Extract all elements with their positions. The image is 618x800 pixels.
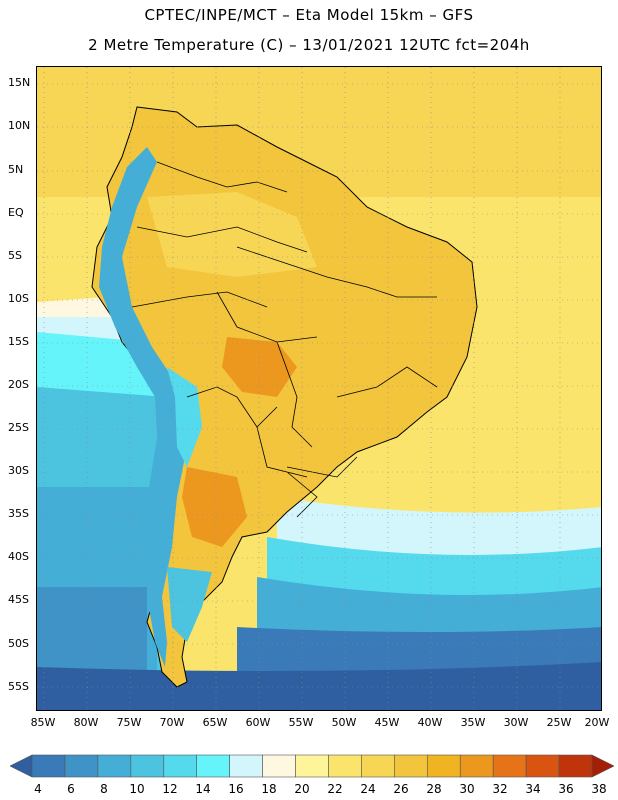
andes-cyan-edge [167,367,202,467]
lon-label-70w: 70W [159,716,185,729]
andes-cold-strip [99,147,187,667]
colorbar-label-26: 26 [393,782,409,796]
colorbar-swatch [97,754,132,778]
colorbar-label-28: 28 [426,782,442,796]
lat-label-30s: 30S [8,464,29,477]
lon-label-50w: 50W [331,716,357,729]
colorbar-label-22: 22 [327,782,343,796]
temperature-colorbar [10,754,614,778]
land-hot-zone-south [182,467,247,547]
lon-label-75w: 75W [116,716,142,729]
colorbar-arrow-high [591,754,614,778]
colorbar-swatch [492,754,527,778]
lon-label-55w: 55W [288,716,314,729]
lon-label-80w: 80W [73,716,99,729]
colorbar-swatch [459,754,494,778]
colorbar-label-4: 4 [34,782,42,796]
colorbar-label-24: 24 [360,782,376,796]
colorbar-swatch [361,754,395,778]
lon-label-85w: 85W [30,716,56,729]
lon-label-30w: 30W [503,716,529,729]
land-hot-zone [222,337,297,397]
lat-label-50s: 50S [8,637,29,650]
colorbar-swatch [31,754,66,778]
colorbar-label-10: 10 [129,782,145,796]
lat-label-15n: 15N [8,76,31,89]
lon-label-25w: 25W [546,716,572,729]
lat-label-55s: 55S [8,680,29,693]
lat-label-5n: 5N [8,163,24,176]
lat-label-eq: EQ [8,206,24,219]
colorbar-swatch [229,754,263,778]
colorbar-label-30: 30 [459,782,475,796]
map-title-line1: CPTEC/INPE/MCT – Eta Model 15km – GFS [144,6,474,24]
temperature-map [37,67,601,710]
colorbar-swatch [130,754,165,778]
lat-label-35s: 35S [8,507,29,520]
colorbar-swatch [328,754,362,778]
lat-label-10s: 10S [8,292,29,305]
lat-label-5s: 5S [8,249,22,262]
colorbar-swatch [295,754,329,778]
colorbar-label-32: 32 [492,782,508,796]
lon-label-35w: 35W [460,716,486,729]
colorbar-label-14: 14 [195,782,211,796]
colorbar-swatch [394,754,428,778]
lat-label-15s: 15S [8,335,29,348]
lat-label-10n: 10N [8,119,31,132]
lon-label-65w: 65W [202,716,228,729]
lat-label-45s: 45S [8,593,29,606]
colorbar-swatch [262,754,296,778]
colorbar-label-18: 18 [261,782,277,796]
lon-label-40w: 40W [417,716,443,729]
colorbar-label-8: 8 [100,782,108,796]
lat-label-20s: 20S [8,378,29,391]
lon-label-60w: 60W [245,716,271,729]
lat-label-25s: 25S [8,421,29,434]
patagonia-cool-zone [167,567,212,642]
land-warm-north [147,192,317,277]
colorbar-label-20: 20 [294,782,310,796]
colorbar-swatch [525,754,560,778]
colorbar-swatch [196,754,230,778]
colorbar-label-12: 12 [162,782,178,796]
colorbar-label-34: 34 [525,782,541,796]
map-panel [36,66,602,711]
lat-label-40s: 40S [8,550,29,563]
colorbar-label-16: 16 [228,782,244,796]
colorbar-swatch [163,754,198,778]
colorbar-label-36: 36 [558,782,574,796]
map-title-line2: 2 Metre Temperature (C) – 13/01/2021 12U… [88,36,530,54]
lon-label-45w: 45W [374,716,400,729]
lon-label-20w: 20W [584,716,610,729]
colorbar-label-38: 38 [591,782,607,796]
colorbar-swatch [426,754,461,778]
colorbar-swatch [558,754,593,778]
colorbar-arrow-low [10,754,33,778]
colorbar-label-6: 6 [67,782,75,796]
colorbar-swatch [64,754,99,778]
